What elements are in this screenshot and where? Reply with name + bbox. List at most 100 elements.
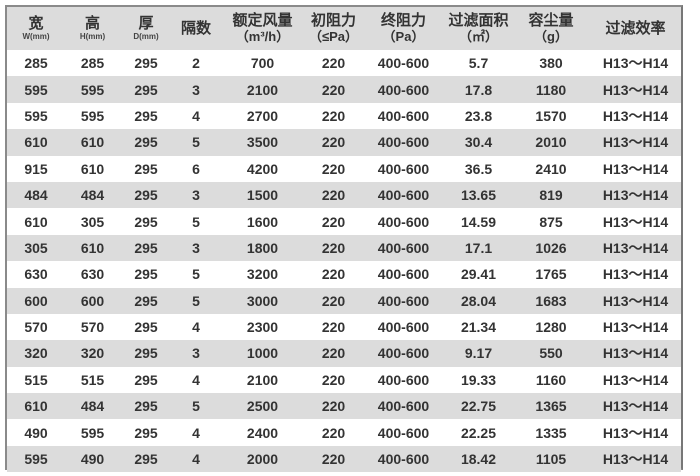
table-cell: 220	[321, 81, 346, 98]
table-header: 宽 W(mm) 高 H(mm) 厚 D(mm) 隔数 额定风量 （m³/h） 初阻力 （≤Pa） 终阻…	[7, 7, 681, 50]
column-header: 额定风量 （m³/h）	[220, 12, 305, 45]
column-header-label: 宽	[28, 15, 44, 32]
table-cell: H13～H14	[602, 239, 669, 256]
table-cell: 380	[539, 55, 563, 72]
table-cell: 320	[80, 345, 105, 362]
table-cell: 220	[321, 107, 346, 124]
table-cell: 19.33	[460, 371, 497, 388]
table-cell: 2100	[246, 371, 279, 388]
table-cell: 14.59	[460, 213, 497, 230]
table-cell: H13～H14	[602, 319, 669, 336]
table-cell: 2100	[246, 81, 279, 98]
table-cell: H13～H14	[602, 160, 669, 177]
table-cell: 305	[24, 239, 48, 256]
table-row: 305 610 295 3 1800 220 400-600 17.1 1026 H13～H14	[7, 234, 681, 262]
table-cell: 220	[321, 292, 346, 309]
table-cell: 2400	[246, 424, 279, 441]
column-header: 隔数	[172, 20, 220, 37]
table-cell: 4	[192, 371, 200, 388]
table-cell: 595	[24, 81, 48, 98]
table-cell: 570	[80, 319, 105, 336]
table-cell: 2010	[535, 134, 567, 151]
table-cell: 484	[80, 398, 105, 415]
table-cell: 4	[192, 319, 200, 336]
table-cell: 220	[321, 345, 346, 362]
table-cell: 484	[24, 187, 48, 204]
table-cell: 875	[539, 213, 563, 230]
table-cell: 700	[250, 55, 275, 72]
table-row: 610 610 295 5 3500 220 400-600 30.4 2010 H13～H14	[7, 129, 681, 156]
table-cell: 3000	[246, 292, 279, 309]
table-cell: 9.17	[464, 345, 493, 362]
table-cell: 5	[192, 398, 200, 415]
table-cell: 2	[192, 55, 200, 72]
table-row: 610 484 295 5 2500 220 400-600 22.75 1365 H13～H14	[7, 393, 681, 420]
table-cell: 2000	[246, 451, 279, 468]
table-cell: 2410	[535, 160, 567, 177]
column-header: 厚 D(mm)	[120, 15, 172, 42]
table-cell: 915	[24, 160, 48, 177]
table-cell: 1335	[535, 424, 567, 441]
table-row: 610 305 295 5 1600 220 400-600 14.59 875 H13～H14	[7, 208, 681, 234]
table-cell: 295	[134, 292, 158, 309]
table-cell: 295	[134, 213, 158, 230]
table-cell: H13～H14	[602, 213, 669, 230]
column-header-unit: D(mm)	[133, 32, 159, 41]
table-cell: 295	[134, 55, 158, 72]
column-header-label: 容尘量	[528, 12, 574, 29]
table-row: 600 600 295 5 3000 220 400-600 28.04 1683 H13～H14	[7, 287, 681, 314]
table-cell: 285	[80, 55, 105, 72]
table-row: 285 285 295 2 700 220 400-600 5.7 380 H13～H14	[7, 50, 681, 76]
table-cell: 400-600	[377, 55, 430, 72]
column-header-label: 过滤面积	[448, 12, 509, 29]
column-header: 终阻力 （Pa）	[362, 12, 445, 45]
table-cell: 610	[24, 213, 48, 230]
table-cell: H13～H14	[602, 292, 669, 309]
table-cell: 400-600	[377, 213, 430, 230]
column-header-label: 过滤效率	[605, 20, 666, 37]
table-cell: 22.75	[460, 398, 497, 415]
table-cell: 295	[134, 371, 158, 388]
table-cell: 610	[80, 160, 105, 177]
column-header-label: 终阻力	[380, 12, 426, 29]
table-cell: 1280	[535, 319, 567, 336]
table-cell: 1365	[535, 398, 567, 415]
table-cell: 295	[134, 107, 158, 124]
table-row: 320 320 295 3 1000 220 400-600 9.17 550 H13～H14	[7, 340, 681, 367]
table-cell: 400-600	[377, 107, 430, 124]
table-cell: 600	[24, 292, 48, 309]
column-header: 宽 W(mm)	[7, 15, 65, 42]
table-cell: 2500	[246, 398, 279, 415]
table-cell: 2700	[246, 107, 279, 124]
table-row: 484 484 295 3 1500 220 400-600 13.65 819 H13～H14	[7, 181, 681, 209]
table-cell: 295	[134, 451, 158, 468]
table-cell: 400-600	[377, 134, 430, 151]
table-cell: 630	[24, 266, 48, 283]
table-row: 595 490 295 4 2000 220 400-600 18.42 1105 H13～H14	[7, 445, 681, 473]
table-cell: 295	[134, 319, 158, 336]
table-cell: 295	[134, 266, 158, 283]
table-cell: 295	[134, 160, 158, 177]
table-cell: 295	[134, 187, 158, 204]
column-header-unit: （m³/h）	[235, 29, 290, 44]
table-cell: 630	[80, 266, 105, 283]
table-cell: 3200	[246, 266, 279, 283]
table-cell: 220	[321, 319, 346, 336]
table-cell: 220	[321, 371, 346, 388]
table-cell: 23.8	[464, 107, 493, 124]
table-cell: 5	[192, 134, 200, 151]
table-cell: 13.65	[460, 187, 497, 204]
table-cell: 490	[24, 424, 48, 441]
column-header: 过滤面积 （㎡）	[445, 12, 512, 45]
column-header: 高 H(mm)	[65, 15, 120, 42]
table-cell: H13～H14	[602, 266, 669, 283]
table-cell: 400-600	[377, 371, 430, 388]
table-cell: 220	[321, 424, 346, 441]
table-row: 490 595 295 4 2400 220 400-600 22.25 1335 H13～H14	[7, 419, 681, 445]
column-header-label: 高	[84, 15, 100, 32]
table-cell: 21.34	[460, 319, 497, 336]
table-cell: 220	[321, 213, 346, 230]
table-cell: 400-600	[377, 239, 430, 256]
table-cell: 600	[80, 292, 105, 309]
table-cell: 400-600	[377, 424, 430, 441]
